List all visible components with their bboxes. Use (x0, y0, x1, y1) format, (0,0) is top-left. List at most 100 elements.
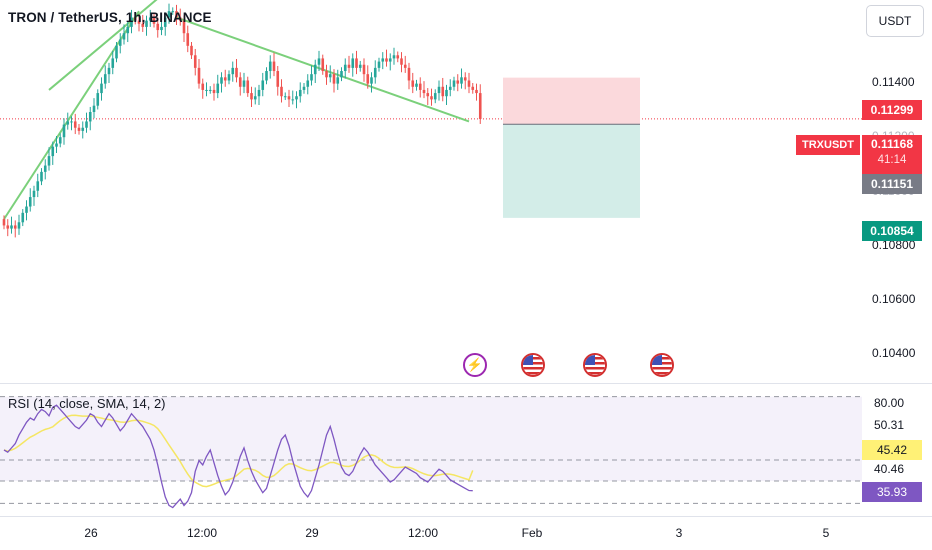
candle-body (400, 58, 403, 65)
time-tick: 26 (84, 526, 98, 540)
candle-body (88, 111, 92, 122)
candle-body (152, 17, 156, 24)
symbol-title[interactable]: TRON / TetherUS, 1h, BINANCE (8, 10, 212, 25)
rsi-tick: 80.00 (874, 396, 905, 410)
candle-body (208, 89, 212, 91)
candle-body (178, 17, 182, 21)
rsi-indicator-label[interactable]: RSI (14, close, SMA, 14, 2) (8, 396, 166, 411)
candle-body (182, 20, 186, 34)
candle-body (407, 67, 411, 81)
candle-body (100, 83, 103, 94)
rsi-ma-tag: 45.42 (862, 440, 922, 460)
candle-body (373, 67, 377, 78)
candle-body (463, 77, 467, 81)
candle-body (433, 93, 437, 100)
candle-body (381, 58, 385, 62)
candle-body (242, 80, 246, 87)
candle-body (310, 74, 313, 81)
time-tick: 12:00 (407, 526, 439, 540)
candle-body (96, 93, 100, 106)
candle-body (92, 105, 96, 112)
candle-body (392, 55, 396, 59)
candle-body (456, 80, 460, 84)
time-tick: 29 (305, 526, 319, 540)
candle-body (448, 86, 452, 90)
candle-body (77, 127, 81, 131)
candle-body (171, 11, 175, 13)
candle-body (355, 58, 358, 68)
trendline (48, 0, 158, 91)
candle-body (261, 80, 265, 90)
rsi-value-tag: 35.93 (862, 482, 922, 502)
candle-body (291, 99, 295, 101)
candle-body (231, 67, 235, 75)
candle-body (385, 58, 388, 62)
candle-body (81, 127, 85, 131)
candle-body (235, 67, 238, 78)
candle-body (111, 58, 115, 68)
us-flag-icon[interactable] (583, 353, 607, 377)
candle-body (205, 89, 208, 91)
candle-body (475, 89, 478, 94)
currency-button[interactable]: USDT (866, 5, 924, 37)
symbol-price-label: TRXUSDT (796, 135, 860, 155)
rsi-line (3, 404, 473, 509)
price-tick: 0.10600 (872, 292, 916, 306)
position-tool[interactable] (503, 77, 640, 218)
candle-body (313, 64, 317, 75)
candle-body (55, 143, 58, 147)
trendlines (3, 0, 470, 220)
candle-body (366, 74, 370, 84)
stop-loss-zone (503, 77, 640, 125)
candle-body (268, 61, 272, 72)
candle-body (306, 80, 310, 87)
take-profit-zone (503, 124, 640, 218)
candle-body (115, 45, 118, 59)
candle-body (10, 225, 13, 229)
candle-body (122, 33, 126, 40)
candle-body (351, 58, 355, 68)
candle-body (156, 23, 160, 31)
candle-body (21, 212, 25, 223)
candle-body (13, 225, 17, 229)
candle-body (145, 20, 148, 27)
candle-body (445, 89, 448, 97)
candle-body (358, 64, 362, 68)
rsi-tick: 40.46 (874, 462, 905, 476)
candle-body (238, 77, 242, 87)
candle-body (321, 58, 325, 72)
rsi-panel (0, 396, 862, 509)
candle-body (437, 86, 441, 94)
candle-body (17, 222, 21, 229)
candle-body (332, 74, 336, 84)
candle-body (298, 89, 302, 97)
candle-body (163, 17, 167, 27)
time-tick: 12:00 (186, 526, 218, 540)
candle-body (62, 124, 66, 138)
candle-body (190, 45, 193, 56)
last-price-value: 0.11168 (870, 137, 914, 151)
candle-body (265, 71, 268, 81)
time-tick: 3 (675, 526, 683, 540)
candle-body (467, 80, 471, 87)
candle-body (370, 77, 373, 84)
candle-body (40, 171, 43, 182)
candle-body (58, 137, 62, 144)
us-flag-icon[interactable] (650, 353, 674, 377)
candle-body (418, 83, 422, 90)
candle-body (197, 67, 201, 84)
candle-body (287, 96, 291, 100)
time-tick: Feb (521, 526, 543, 540)
candle-body (340, 71, 343, 78)
candle-body (118, 39, 122, 46)
candle-body (73, 121, 77, 128)
lightning-icon[interactable]: ⚡ (463, 353, 487, 377)
candle-body (460, 77, 463, 84)
candle-body (2, 219, 6, 226)
candle-body (137, 20, 141, 24)
us-flag-icon[interactable] (521, 353, 545, 377)
rsi-ma-line (3, 414, 474, 488)
trendline (3, 10, 140, 220)
candle-body (148, 17, 152, 21)
